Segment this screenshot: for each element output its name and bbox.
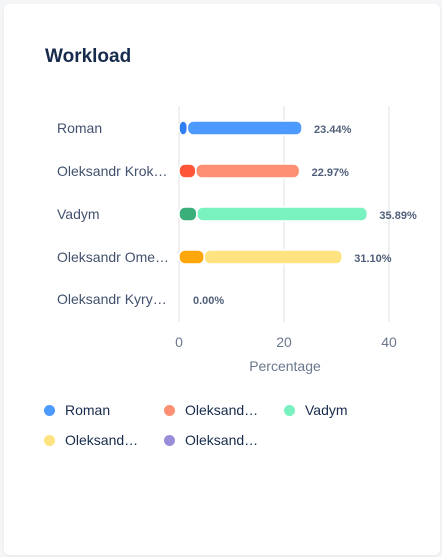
category-label: Roman (57, 120, 102, 136)
bar-segment (186, 120, 303, 136)
legend-label: Oleksand… (185, 402, 259, 418)
legend-item[interactable]: Roman (44, 400, 164, 420)
bar-segment (203, 249, 344, 265)
legend-label: Oleksand… (65, 432, 139, 448)
card-title: Workload (45, 46, 132, 67)
bar-value-label: 0.00% (193, 295, 224, 307)
chart-legend: Roman Oleksand… Vadym Oleksand… Oleksand… (44, 400, 424, 450)
category-label: Oleksandr Krok… (57, 163, 167, 179)
x-tick-label: 40 (381, 334, 397, 350)
bar-segment (178, 249, 205, 265)
bar-segment (178, 206, 198, 222)
legend-dot-icon (44, 434, 55, 446)
x-axis-label: Percentage (249, 358, 321, 374)
legend-dot-icon (44, 404, 55, 416)
category-label: Oleksandr Ome… (57, 249, 169, 265)
x-tick-label: 20 (276, 334, 292, 350)
bar-segment (195, 163, 301, 179)
bar-segment (196, 206, 369, 222)
legend-item[interactable]: Oleksand… (164, 400, 284, 420)
workload-card: Workload (4, 4, 440, 555)
legend-item[interactable]: Oleksand… (164, 430, 284, 450)
legend-label: Vadym (305, 402, 348, 418)
x-tick-label: 0 (175, 334, 183, 350)
legend-label: Roman (65, 402, 111, 418)
bar-segment (178, 120, 189, 136)
legend-dot-icon (284, 404, 295, 416)
legend-item[interactable]: Vadym (284, 400, 404, 420)
legend-label: Oleksand… (185, 432, 259, 448)
legend-item[interactable]: Oleksand… (44, 430, 164, 450)
bar-value-label: 35.89% (379, 210, 417, 222)
bar-value-label: 31.10% (354, 253, 392, 265)
legend-dot-icon (164, 434, 175, 446)
bar-segment (178, 163, 197, 179)
category-label: Vadym (57, 206, 100, 222)
bar-value-label: 22.97% (312, 167, 350, 179)
category-label: Oleksandr Kyry… (57, 291, 167, 307)
bar-value-label: 23.44% (314, 124, 352, 136)
legend-dot-icon (164, 404, 175, 416)
workload-chart: 0 20 40 Percentage Roman Oleksandr Krok… Vadym… (57, 106, 417, 374)
